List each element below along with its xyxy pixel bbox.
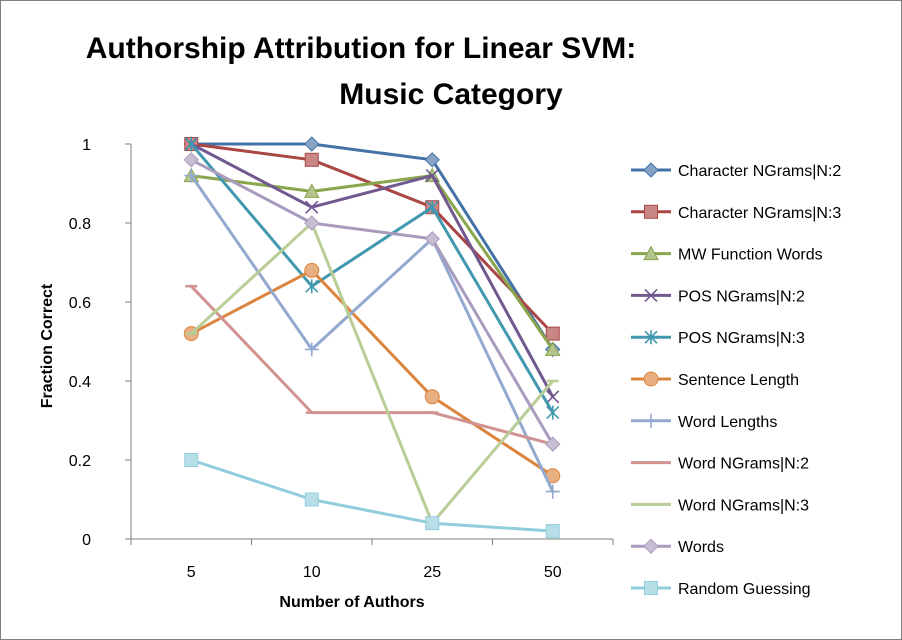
data-point [183, 152, 199, 168]
legend-swatch-marker [643, 371, 659, 387]
chart-title: Authorship Attribution for Linear SVM: [86, 32, 637, 65]
data-point [184, 168, 199, 183]
data-point [545, 326, 560, 341]
data-point [425, 516, 440, 531]
legend-label: Sentence Length [678, 372, 799, 389]
series-line [189, 142, 555, 399]
legend-item: POS NGrams|N:3 [631, 330, 805, 347]
data-point [304, 215, 320, 231]
legend-swatch-marker [644, 581, 658, 595]
data-point [303, 183, 320, 198]
y-tick-label: 0.8 [69, 216, 91, 233]
series-line [189, 142, 555, 351]
series-line [189, 458, 555, 533]
legend-item: Word NGrams|N:2 [631, 456, 809, 473]
data-point [304, 342, 319, 357]
data-point [305, 200, 319, 214]
series-10 [183, 152, 561, 452]
legend-item: Character NGrams|N:3 [631, 204, 841, 222]
x-tick-label: 5 [187, 564, 196, 581]
legend-label: Word NGrams|N:2 [678, 456, 809, 473]
data-point [425, 200, 439, 215]
data-point [424, 152, 440, 168]
legend-swatch-marker [644, 413, 658, 428]
legend-swatch-marker [643, 245, 659, 261]
axes [130, 144, 613, 540]
legend-label: POS NGrams|N:2 [678, 288, 805, 305]
x-axis-label: Number of Authors [279, 594, 424, 611]
data-point [304, 492, 319, 507]
series-line [189, 174, 555, 494]
legend: Character NGrams|N:2 Character NGrams|N:3… [631, 162, 841, 598]
series-8 [185, 284, 559, 446]
x-tick-label: 25 [423, 564, 441, 581]
legend-label: Word Lengths [678, 414, 777, 431]
legend-label: MW Function Words [678, 247, 823, 264]
data-point [304, 136, 320, 152]
legend-label: POS NGrams|N:3 [678, 330, 805, 347]
y-tick-label: 0 [82, 532, 91, 549]
y-axis-label: Fraction Correct [39, 283, 56, 408]
y-tick-label: 0.6 [69, 295, 91, 312]
data-point [184, 453, 199, 467]
legend-item: Sentence Length [631, 371, 799, 389]
series-line [189, 268, 555, 478]
data-point [424, 389, 440, 405]
legend-swatch-marker [643, 162, 659, 178]
data-point [425, 169, 439, 183]
series-4 [184, 137, 560, 404]
data-point [304, 262, 320, 278]
series-7 [184, 168, 560, 499]
legend-label: Random Guessing [678, 581, 811, 598]
y-tick-label: 1 [82, 137, 91, 154]
data-point [545, 484, 560, 499]
legend-label: Words [678, 539, 724, 556]
legend-item: Random Guessing [631, 581, 811, 598]
legend-item: MW Function Words [631, 245, 823, 264]
y-ticks: 0 0.2 0.4 0.6 0.8 1 [69, 137, 131, 549]
legend-label: Character NGrams|N:2 [678, 163, 841, 180]
data-point [546, 390, 560, 404]
x-ticks: 5 10 25 50 [130, 539, 614, 581]
legend-label: Word NGrams|N:3 [678, 497, 809, 514]
y-tick-label: 0.4 [69, 374, 91, 391]
chart-subtitle: Music Category [339, 78, 563, 111]
legend-item: Word NGrams|N:3 [631, 497, 809, 514]
legend-swatch-marker [644, 330, 658, 345]
data-point [545, 524, 560, 539]
data-point [184, 137, 198, 151]
legend-label: Character NGrams|N:3 [678, 205, 841, 222]
legend-swatch-marker [644, 204, 658, 219]
y-tick-label: 0.2 [69, 453, 91, 470]
legend-swatch-marker [644, 288, 658, 302]
series-11 [184, 453, 560, 539]
legend-item: POS NGrams|N:2 [631, 288, 805, 305]
legend-item: Word Lengths [631, 414, 777, 431]
series-layer [183, 136, 561, 539]
data-point [424, 231, 440, 247]
legend-item: Words [631, 538, 724, 556]
data-point [546, 405, 560, 420]
data-point [304, 152, 319, 167]
legend-swatch-marker [643, 538, 659, 554]
x-tick-label: 10 [303, 564, 321, 581]
data-point [305, 279, 319, 294]
series-line [189, 284, 555, 446]
series-line [189, 142, 555, 415]
series-line [189, 158, 555, 446]
series-line [189, 174, 555, 351]
legend-item: Character NGrams|N:2 [631, 162, 841, 180]
data-point [544, 341, 561, 356]
series-2 [184, 137, 560, 341]
data-point [545, 436, 561, 452]
x-tick-label: 50 [544, 564, 562, 581]
series-5 [184, 137, 560, 420]
series-line [189, 221, 555, 525]
